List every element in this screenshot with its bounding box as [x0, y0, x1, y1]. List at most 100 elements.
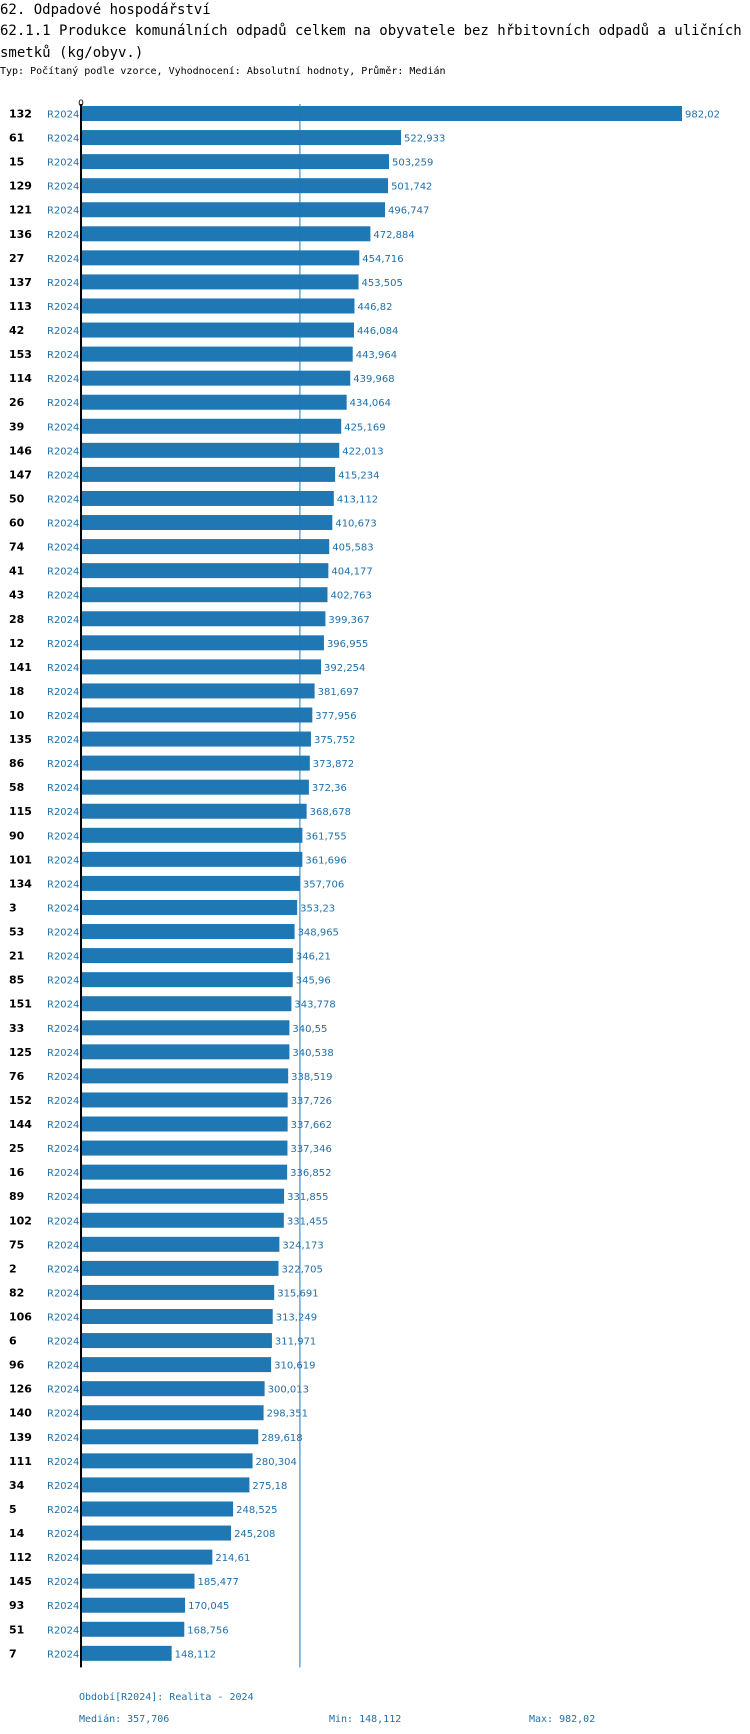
- bar-60: [81, 515, 333, 531]
- value-label: 443,964: [356, 350, 397, 361]
- category-label: 96: [9, 1359, 25, 1372]
- bar-51: [81, 1621, 185, 1637]
- period-label: R2024: [47, 711, 79, 722]
- bar-135: [81, 731, 311, 747]
- bar-75: [81, 1236, 280, 1252]
- bar-33: [81, 1020, 290, 1036]
- period-label: R2024: [47, 398, 79, 409]
- value-label: 982,02: [685, 110, 720, 121]
- bar-12: [81, 635, 324, 651]
- bar-152: [81, 1092, 288, 1108]
- value-label: 300,013: [268, 1385, 309, 1396]
- value-label: 425,169: [344, 422, 385, 433]
- period-label: R2024: [47, 1481, 79, 1492]
- value-label: 310,619: [274, 1361, 315, 1372]
- category-label: 137: [9, 276, 32, 289]
- period-label: R2024: [47, 543, 79, 554]
- category-label: 75: [9, 1238, 24, 1251]
- value-label: 340,55: [292, 1024, 327, 1035]
- value-label: 396,955: [327, 639, 368, 650]
- period-label: R2024: [47, 1553, 79, 1564]
- period-label: R2024: [47, 422, 79, 433]
- category-label: 58: [9, 781, 24, 794]
- category-label: 121: [9, 204, 32, 217]
- category-label: 140: [9, 1407, 32, 1420]
- bar-18: [81, 683, 315, 699]
- bar-16: [81, 1164, 288, 1180]
- value-label: 315,691: [277, 1288, 318, 1299]
- period-label: R2024: [47, 831, 79, 842]
- category-label: 33: [9, 1022, 24, 1035]
- value-label: 368,678: [310, 807, 351, 818]
- value-label: 346,21: [296, 952, 331, 963]
- category-label: 12: [9, 637, 24, 650]
- bar-5: [81, 1501, 234, 1517]
- category-label: 18: [9, 685, 24, 698]
- period-label: R2024: [47, 230, 79, 241]
- value-label: 348,965: [298, 928, 339, 939]
- category-label: 144: [9, 1118, 32, 1131]
- period-label: R2024: [47, 302, 79, 313]
- category-label: 152: [9, 1094, 32, 1107]
- value-label: 337,346: [290, 1144, 331, 1155]
- category-label: 111: [9, 1455, 32, 1468]
- period-label: R2024: [47, 807, 79, 818]
- value-label: 353,23: [300, 903, 335, 914]
- value-label: 248,525: [236, 1505, 277, 1516]
- bar-3: [81, 899, 298, 915]
- category-label: 27: [9, 252, 24, 265]
- bar-111: [81, 1453, 253, 1469]
- period-label: R2024: [47, 1000, 79, 1011]
- bar-126: [81, 1381, 265, 1397]
- period-label: R2024: [47, 1361, 79, 1372]
- period-label: R2024: [47, 976, 79, 987]
- period-label: R2024: [47, 1144, 79, 1155]
- bar-146: [81, 442, 340, 458]
- value-label: 402,763: [330, 591, 371, 602]
- value-label: 311,971: [275, 1337, 316, 1348]
- bar-53: [81, 924, 295, 940]
- period-label: R2024: [47, 928, 79, 939]
- footer-max: Max: 982,02: [529, 1714, 596, 1725]
- period-label: R2024: [47, 254, 79, 265]
- value-label: 434,064: [350, 398, 391, 409]
- value-label: 503,259: [392, 158, 433, 169]
- bar-101: [81, 851, 303, 867]
- bar-140: [81, 1405, 264, 1421]
- bar-61: [81, 130, 402, 146]
- category-label: 53: [9, 926, 24, 939]
- category-label: 126: [9, 1383, 32, 1396]
- bar-129: [81, 178, 389, 194]
- value-label: 404,177: [331, 567, 372, 578]
- bar-93: [81, 1597, 186, 1613]
- period-label: R2024: [47, 1385, 79, 1396]
- bar-144: [81, 1116, 288, 1132]
- period-label: R2024: [47, 182, 79, 193]
- period-label: R2024: [47, 446, 79, 457]
- bar-34: [81, 1477, 250, 1493]
- category-label: 102: [9, 1214, 32, 1227]
- bar-139: [81, 1429, 259, 1445]
- period-label: R2024: [47, 1625, 79, 1636]
- period-label: R2024: [47, 158, 79, 169]
- period-label: R2024: [47, 903, 79, 914]
- category-label: 26: [9, 396, 25, 409]
- category-label: 76: [9, 1070, 25, 1083]
- value-label: 392,254: [324, 663, 365, 674]
- period-label: R2024: [47, 1288, 79, 1299]
- bar-2: [81, 1260, 279, 1276]
- category-label: 2: [9, 1262, 17, 1275]
- category-label: 6: [9, 1335, 17, 1348]
- bar-102: [81, 1212, 284, 1228]
- period-label: R2024: [47, 1072, 79, 1083]
- period-label: R2024: [47, 1529, 79, 1540]
- value-label: 372,36: [312, 783, 347, 794]
- period-label: R2024: [47, 687, 79, 698]
- bar-137: [81, 274, 359, 290]
- bar-82: [81, 1284, 275, 1300]
- value-label: 422,013: [342, 446, 383, 457]
- value-label: 289,618: [261, 1433, 302, 1444]
- value-label: 439,968: [353, 374, 394, 385]
- bar-14: [81, 1525, 232, 1541]
